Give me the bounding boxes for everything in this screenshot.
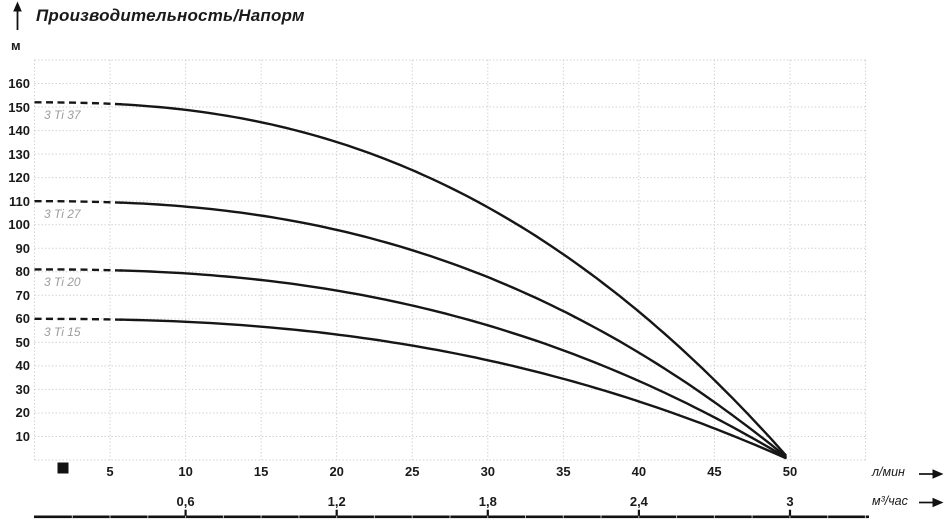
pump-curve (119, 201, 787, 458)
x-tick-label-m3h: 3 (786, 493, 794, 509)
x-tick-label-lmin: 10 (178, 463, 193, 479)
x-tick-label-lmin: 40 (631, 463, 647, 479)
y-tick-label: 50 (15, 334, 30, 350)
axis-arrows (13, 1, 944, 508)
ruler-joint (109, 515, 111, 519)
y-tick-label: 160 (8, 76, 30, 92)
ruler-joint (298, 515, 300, 519)
x-tick-label-lmin: 30 (480, 463, 496, 479)
curve-dashed-start (34, 101, 126, 106)
curve-dashed-start (34, 268, 126, 272)
ruler-joint (260, 515, 262, 519)
ruler-joint (222, 515, 224, 519)
y-tick-label: 20 (15, 405, 30, 421)
pump-curves (34, 101, 787, 460)
y-tick-label: 150 (8, 99, 30, 115)
x-tick-label-lmin: 20 (329, 463, 344, 479)
x-tick-label-lmin: 45 (707, 463, 722, 479)
ruler-joint (147, 515, 149, 519)
ruler-joint (525, 515, 526, 519)
x-tick-label-m3h: 1,8 (478, 493, 497, 509)
y-axis-arrowhead-icon (13, 1, 22, 12)
bottom-ruler (34, 509, 869, 519)
ruler-tick (788, 509, 792, 516)
x-tick-label-m3h: 0,6 (176, 493, 195, 509)
y-tick-label: 60 (15, 311, 30, 327)
ruler-joint (449, 515, 451, 519)
ruler-joint (827, 515, 829, 519)
curve-dashed-start (34, 200, 126, 204)
pump-curve (119, 269, 787, 459)
series-label: 3 Ti 20 (44, 275, 81, 290)
ruler-joint (373, 515, 375, 519)
x-axis-m3h-arrow-icon-head (932, 497, 944, 508)
x-tick-label-lmin: 15 (253, 463, 269, 479)
y-tick-label: 30 (15, 381, 30, 397)
y-tick-label: 130 (8, 146, 30, 162)
ruler-joint (185, 515, 187, 519)
ruler-joint (600, 515, 602, 519)
x-tick-label-lmin: 25 (405, 463, 420, 479)
x-axis-lmin-arrow-icon-head (932, 469, 944, 479)
y-tick-label: 100 (8, 217, 30, 233)
ruler-tick (486, 509, 489, 516)
ruler-joint (638, 515, 640, 519)
ruler-joint (789, 515, 791, 519)
ruler-joint (713, 515, 715, 519)
ruler-joint (864, 515, 866, 519)
y-axis-unit-label: м (11, 38, 21, 53)
x-tick-label-m3h: 2,4 (629, 493, 648, 509)
y-tick-label: 10 (15, 428, 30, 444)
y-tick-label: 140 (8, 123, 30, 139)
series-label: 3 Ti 27 (44, 207, 81, 222)
x-tick-label-m3h: 1,2 (327, 493, 346, 509)
origin-square-marker (57, 462, 69, 474)
chart-title: Производительность/Напорм (36, 6, 305, 25)
curve-dashed-start (34, 317, 126, 321)
y-tick-label: 40 (15, 358, 30, 374)
y-tick-label: 70 (15, 287, 30, 303)
series-label: 3 Ti 37 (44, 108, 81, 123)
x-axis-unit-lmin-label: л/мин (872, 465, 905, 479)
grid-lines (34, 59, 867, 461)
pump-curve (119, 318, 787, 460)
ruler-joint (562, 515, 564, 519)
ruler-joint (336, 515, 338, 519)
x-tick-label-lmin: 35 (556, 463, 571, 479)
series-label: 3 Ti 15 (44, 324, 81, 339)
ruler-tick (335, 509, 338, 516)
y-tick-label: 110 (9, 193, 30, 209)
x-tick-label-lmin: 50 (782, 463, 798, 479)
ruler-joint (71, 515, 73, 519)
ruler-joint (411, 515, 413, 519)
y-tick-label: 80 (15, 264, 30, 280)
x-axis-unit-m3h-label: м³/час (872, 494, 908, 508)
x-tick-label-lmin: 5 (106, 463, 114, 479)
y-tick-label: 90 (15, 240, 30, 256)
ruler-joint (487, 515, 489, 519)
ruler-joint (751, 515, 753, 519)
ruler-joint (676, 515, 678, 519)
ruler-tick (184, 509, 187, 516)
pump-curve (119, 103, 787, 457)
y-tick-label: 120 (8, 170, 30, 186)
ruler-tick (637, 509, 640, 516)
